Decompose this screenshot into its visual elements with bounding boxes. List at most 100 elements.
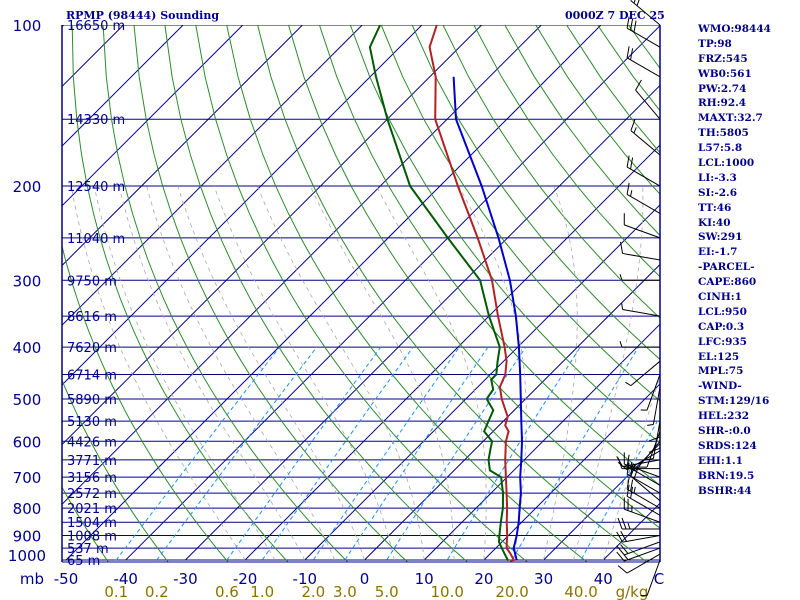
height-label: 1504 m: [67, 516, 117, 531]
wind-barb-shaft: [626, 495, 661, 516]
wind-barb-flag: [626, 16, 630, 29]
mixing-ratio-line: [154, 346, 318, 562]
wind-barb: [635, 79, 661, 120]
index-item: L57:5.8: [698, 142, 743, 155]
wind-barb-flag: [641, 458, 654, 462]
wind-barb: [626, 16, 661, 48]
mixing-ratio-label: 3.0: [333, 583, 357, 600]
wind-barb: [621, 303, 661, 317]
index-item: CAP:0.3: [698, 320, 745, 333]
moist-adiabat-line: [146, 185, 335, 561]
wind-barb-flag: [630, 479, 634, 492]
temperature-tick-label: -50: [54, 570, 79, 588]
wind-barb-half-flag: [621, 303, 624, 310]
wind-barb: [620, 241, 661, 261]
wind-barb-flag: [630, 465, 636, 477]
height-label: 14330 m: [67, 113, 125, 128]
wind-barb-shaft: [646, 559, 661, 596]
mixing-ratio-line: [114, 346, 280, 562]
wind-barb-shaft: [626, 57, 661, 78]
wind-barb-flag: [648, 436, 661, 442]
wind-barb: [640, 374, 661, 411]
wind-barb-shaft: [652, 386, 661, 425]
height-label: 5130 m: [67, 415, 117, 430]
moist-adiabat-line: [118, 186, 306, 561]
wind-barb-shaft: [622, 535, 661, 543]
isotherm-line: [364, 263, 660, 561]
isotherm-line: [62, 25, 363, 326]
wind-barb-flag: [620, 241, 624, 254]
temperature-unit-label: C: [654, 570, 664, 588]
wind-barb: [616, 531, 661, 543]
height-label: 16650 m: [67, 19, 125, 34]
temperature-tick-label: 0: [360, 570, 370, 588]
mixing-ratio-label: 10.0: [431, 583, 464, 600]
index-item: EL:125: [698, 350, 740, 363]
temperature-tick-label: -10: [293, 570, 318, 588]
wind-barb: [626, 155, 661, 187]
pressure-tick-label: 200: [13, 178, 42, 196]
height-label: 4426 m: [67, 435, 117, 450]
index-item: SRDS:124: [698, 439, 757, 452]
mixing-ratio-line: [510, 346, 639, 562]
pressure-tick-label: 800: [13, 500, 42, 518]
mixing-ratio-label: 0.1: [104, 583, 128, 600]
wind-barb-half-flag: [633, 486, 636, 494]
wind-barb: [616, 541, 661, 556]
isotherm-line: [62, 25, 244, 207]
pressure-tick-label: 700: [13, 469, 42, 487]
stability-indices-panel: WMO:98444 TP:98 FRZ:545 WB0:561 PW:2.74 RH:92…: [698, 22, 800, 499]
mixing-ratio-line: [224, 346, 382, 562]
index-item: SI:-2.6: [698, 186, 737, 199]
isotherm-line: [62, 25, 482, 446]
wind-barb: [630, 465, 661, 502]
wind-barb-flag: [630, 18, 634, 31]
mixing-ratio-label: 0.6: [215, 583, 239, 600]
wind-barb-flag: [626, 182, 630, 195]
wind-barb-shaft: [635, 89, 661, 120]
mixing-ratio-line: [445, 346, 581, 562]
wind-barb: [630, 119, 661, 156]
height-label: 8616 m: [67, 310, 117, 325]
index-item: CAPE:860: [698, 276, 757, 289]
dry-adiabat-line: [133, 25, 409, 562]
index-item: TH:5805: [698, 127, 749, 140]
dry-adiabat-line: [164, 25, 469, 562]
isotherm-line: [62, 25, 303, 267]
height-label: 5890 m: [67, 393, 117, 408]
pressure-tick-label: 400: [13, 339, 42, 357]
mixing-ratio-unit-label: g/kg: [616, 583, 649, 600]
moist-adiabat-line: [257, 185, 425, 561]
temperature-tick-label: -40: [113, 570, 138, 588]
wind-barb-shaft: [622, 252, 661, 261]
dry-adiabat-line: [442, 25, 660, 319]
isotherm-line: [62, 25, 542, 506]
wind-barb: [641, 421, 661, 462]
dry-adiabat-line: [411, 25, 660, 361]
dry-adiabat-line: [318, 25, 660, 486]
wind-barb-shaft: [630, 0, 661, 26]
wind-barb: [626, 484, 661, 516]
dry-adiabat-line: [62, 378, 169, 562]
index-item: HEL:232: [698, 410, 750, 423]
pressure-tick-label: 300: [13, 272, 42, 290]
wind-barb-flag: [630, 119, 636, 131]
wind-barb: [619, 340, 660, 348]
index-item: SW:291: [698, 231, 743, 244]
wind-barb-flag: [648, 447, 661, 453]
index-item: FRZ:545: [698, 52, 748, 65]
wind-barb-flag: [620, 531, 627, 542]
wind-barb-flag: [621, 517, 627, 530]
mixing-ratio-line: [384, 346, 527, 562]
dewpoint-trace: [368, 25, 510, 562]
moist-adiabat-line: [375, 185, 487, 561]
dry-adiabat-line: [226, 25, 588, 562]
dry-adiabat-line: [195, 25, 529, 562]
index-item: LFC:935: [698, 335, 747, 348]
dry-adiabat-line: [62, 486, 109, 562]
wind-barb-flag: [616, 531, 624, 543]
height-label: 3771 m: [67, 454, 117, 469]
wind-barb-half-flag: [623, 554, 629, 561]
wind-barb: [630, 0, 661, 26]
